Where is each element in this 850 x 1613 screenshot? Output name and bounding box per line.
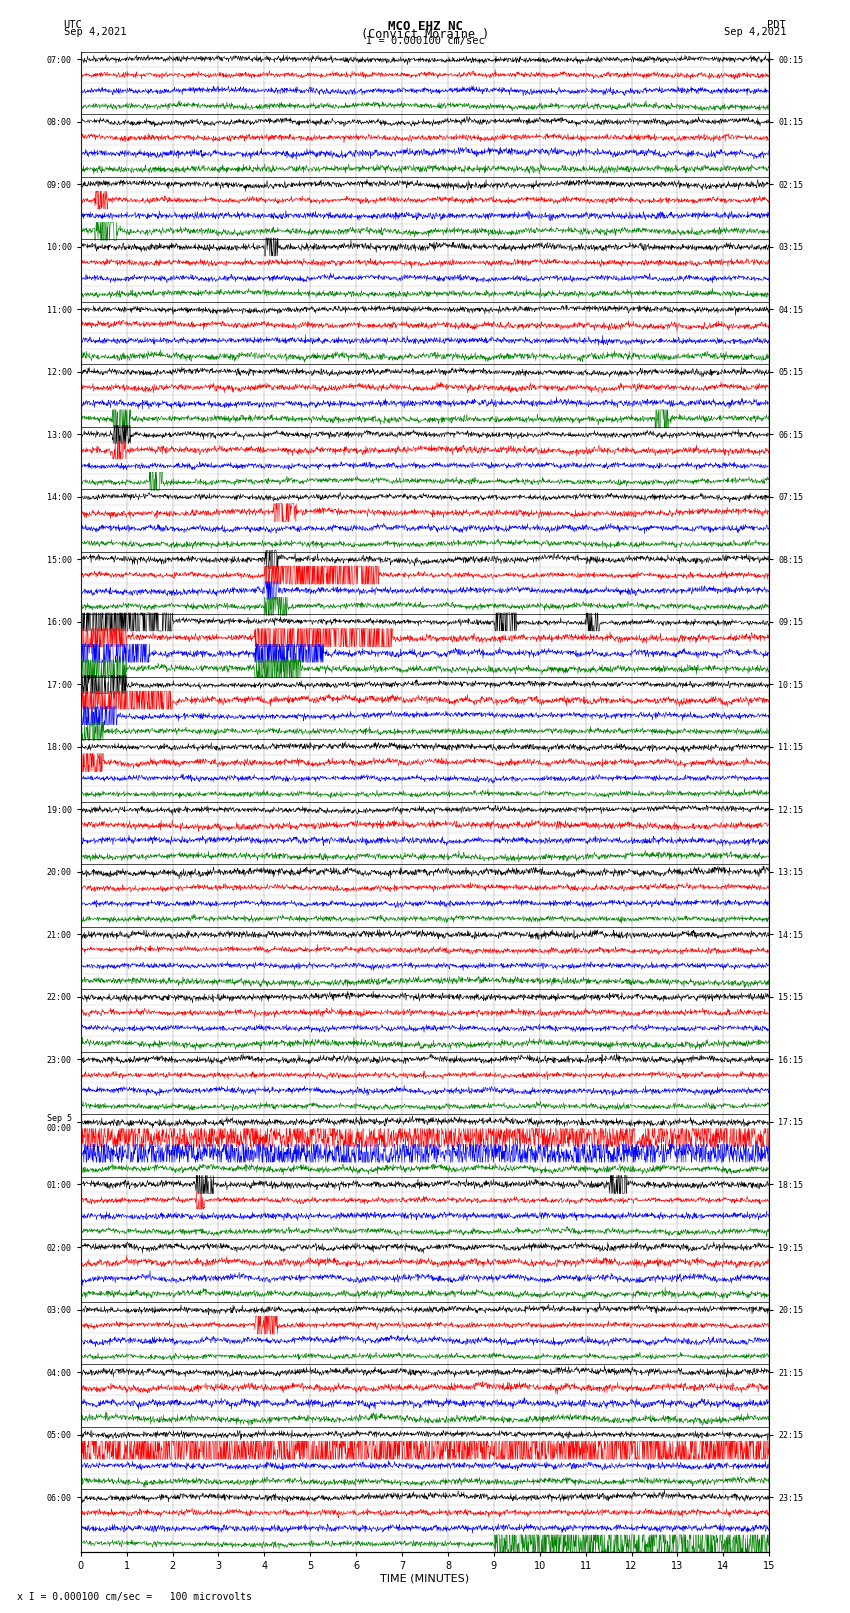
Text: PDT: PDT xyxy=(768,19,786,31)
Text: x I = 0.000100 cm/sec =   100 microvolts: x I = 0.000100 cm/sec = 100 microvolts xyxy=(17,1592,252,1602)
Text: Sep 4,2021: Sep 4,2021 xyxy=(723,26,786,37)
Text: (Convict Moraine ): (Convict Moraine ) xyxy=(361,29,489,42)
X-axis label: TIME (MINUTES): TIME (MINUTES) xyxy=(381,1574,469,1584)
Text: Sep 4,2021: Sep 4,2021 xyxy=(64,26,127,37)
Text: UTC: UTC xyxy=(64,19,82,31)
Text: I = 0.000100 cm/sec: I = 0.000100 cm/sec xyxy=(366,37,484,47)
Text: MCO EHZ NC: MCO EHZ NC xyxy=(388,19,462,34)
